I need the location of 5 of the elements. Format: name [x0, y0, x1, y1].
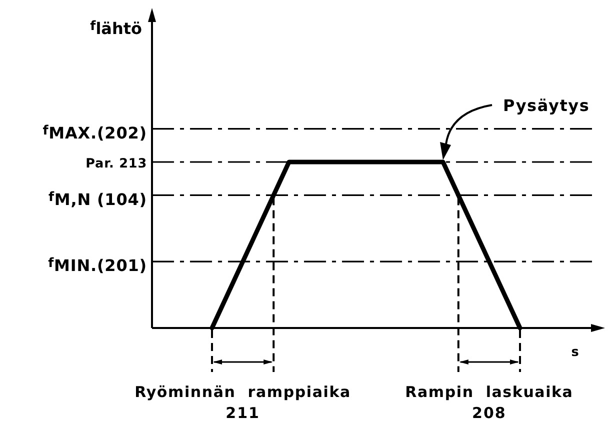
x-axis-title: s [571, 345, 580, 360]
ref-line-label: Par. 213 [86, 156, 147, 172]
text: Rampin laskuaika 208 [405, 383, 574, 422]
text: Ryöminnän ramppiaika 211 [134, 383, 351, 422]
annotation: Pysäytys [503, 96, 590, 115]
